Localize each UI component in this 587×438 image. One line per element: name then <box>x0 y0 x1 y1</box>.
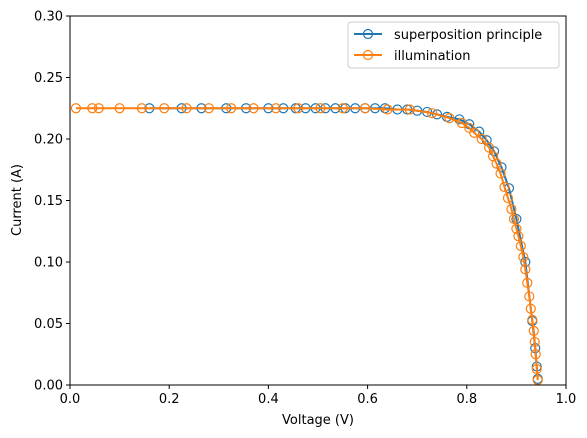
data-point-illumination <box>404 104 415 115</box>
data-point-illumination <box>495 168 506 179</box>
data-point-illumination <box>456 117 467 129</box>
data-point-illumination <box>508 213 520 225</box>
data-point-illumination <box>426 108 438 119</box>
x-tick-label: 0.4 <box>258 392 279 407</box>
x-tick-label: 0.2 <box>159 392 180 407</box>
y-tick-label: 0.25 <box>34 71 63 86</box>
data-point-illumination <box>315 103 326 114</box>
y-tick-label: 0.20 <box>34 133 63 148</box>
data-point-illumination <box>444 112 455 124</box>
legend-marker-illumination <box>362 49 374 61</box>
y-tick-label: 0.10 <box>34 256 63 271</box>
data-point-illumination <box>529 336 540 348</box>
legend: superposition principle illumination <box>347 21 560 69</box>
data-point-illumination <box>518 251 529 263</box>
data-point-illumination <box>502 192 514 204</box>
legend-box <box>347 21 560 69</box>
data-point-illumination <box>522 277 533 289</box>
data-point-illumination <box>530 349 541 360</box>
y-tick-label: 0.00 <box>34 379 63 394</box>
data-point-illumination <box>469 127 480 138</box>
data-point-illumination <box>293 103 304 114</box>
data-point-illumination <box>136 103 148 114</box>
data-point-illumination <box>499 181 510 193</box>
data-point-illumination <box>382 104 393 115</box>
x-axis: 0.0 0.2 0.4 0.6 0.8 1.0 <box>60 385 577 407</box>
y-tick-label: 0.15 <box>34 194 63 209</box>
legend-label-superposition: superposition principle <box>394 28 542 43</box>
data-point-illumination <box>226 103 237 114</box>
data-point-illumination <box>476 133 487 145</box>
data-point-illumination <box>506 204 517 215</box>
data-point-illumination <box>70 103 82 114</box>
x-tick-label: 0.6 <box>357 392 378 407</box>
data-point-illumination <box>528 325 539 336</box>
data-point-illumination <box>520 264 531 275</box>
legend-label-illumination: illumination <box>394 49 470 64</box>
data-point-illumination <box>531 363 542 375</box>
data-point-illumination <box>515 240 526 252</box>
data-point-illumination <box>484 142 495 153</box>
data-point-illumination <box>93 103 104 114</box>
data-point-illumination <box>513 231 524 242</box>
data-point-illumination <box>87 103 98 114</box>
legend-marker-superposition <box>362 28 374 40</box>
x-axis-label: Voltage (V) <box>282 413 354 428</box>
data-point-illumination <box>114 103 125 114</box>
data-point-illumination <box>203 103 214 114</box>
data-point-illumination <box>527 314 538 325</box>
data-point-illumination <box>360 103 371 114</box>
x-tick-label: 1.0 <box>556 392 577 407</box>
data-point-illumination <box>491 158 502 169</box>
y-tick-label: 0.05 <box>34 317 63 332</box>
data-point-illumination <box>511 223 522 234</box>
data-point-illumination <box>524 291 535 302</box>
data-point-superposition <box>511 213 522 225</box>
data-point-illumination <box>181 103 192 114</box>
x-tick-label: 0.0 <box>60 392 81 407</box>
data-point-superposition <box>431 109 443 120</box>
series-layer <box>70 103 543 386</box>
data-point-illumination <box>159 103 170 114</box>
y-tick-label: 0.30 <box>34 10 63 25</box>
y-axis-label: Current (A) <box>10 164 25 236</box>
data-point-illumination <box>248 103 259 114</box>
x-tick-label: 0.8 <box>456 392 477 407</box>
data-point-illumination <box>270 103 281 114</box>
y-axis: 0.00 0.05 0.10 0.15 0.20 0.25 0.30 <box>34 10 70 394</box>
data-point-illumination <box>337 103 348 114</box>
data-point-illumination <box>525 303 536 314</box>
